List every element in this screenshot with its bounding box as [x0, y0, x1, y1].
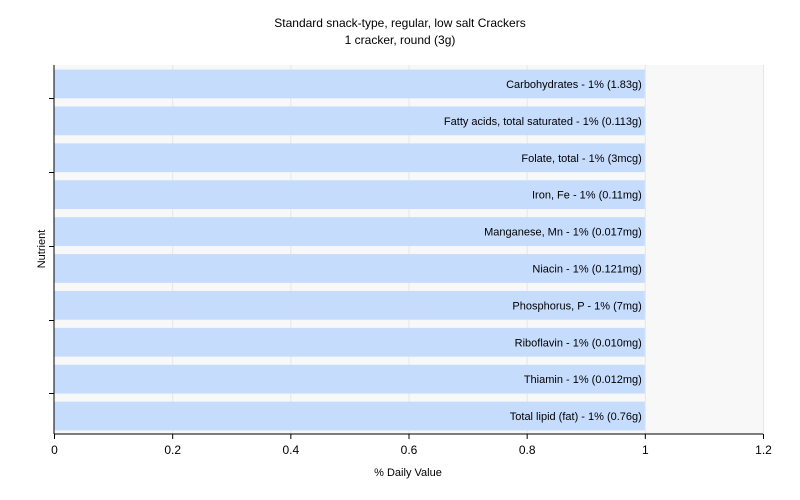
bar	[54, 106, 645, 136]
bar-label: Manganese, Mn - 1% (0.017mg)	[484, 227, 642, 239]
bar	[54, 180, 645, 210]
bars: Carbohydrates - 1% (1.83g) Fatty acids, t…	[54, 69, 645, 431]
bar-label: Fatty acids, total saturated - 1% (0.113…	[444, 116, 642, 128]
bar-label: Riboflavin - 1% (0.010mg)	[515, 337, 642, 349]
y-axis-title: Nutrient	[36, 230, 48, 269]
x-tick-label: 0.4	[282, 443, 299, 457]
bar	[54, 401, 645, 431]
bar-label: Carbohydrates - 1% (1.83g)	[506, 79, 642, 91]
x-tick-label: 0.8	[519, 443, 536, 457]
bar	[54, 69, 645, 99]
bar-label: Niacin - 1% (0.121mg)	[532, 263, 641, 275]
y-ticks	[49, 98, 54, 394]
bar-label: Iron, Fe - 1% (0.11mg)	[532, 190, 642, 202]
bar-label: Phosphorus, P - 1% (7mg)	[512, 300, 641, 312]
bar	[54, 254, 645, 283]
chart-title: Standard snack-type, regular, low salt C…	[274, 16, 525, 30]
bar	[54, 217, 645, 246]
x-tick-label: 0.6	[401, 443, 418, 457]
bar-label: Thiamin - 1% (0.012mg)	[524, 374, 642, 386]
bar	[54, 290, 645, 320]
bar	[54, 143, 645, 173]
x-tick-label: 0.2	[164, 443, 181, 457]
bar	[54, 364, 645, 394]
chart-subtitle: 1 cracker, round (3g)	[345, 33, 456, 47]
x-tick-label: 1	[642, 443, 649, 457]
bar-label: Folate, total - 1% (3mcg)	[521, 153, 641, 165]
bar	[54, 327, 645, 357]
x-tick-label: 0	[51, 443, 58, 457]
x-axis-title: % Daily Value	[374, 467, 442, 479]
x-ticks: 0 0.2 0.4 0.6 0.8 1 1.2	[51, 434, 772, 457]
bar-label: Total lipid (fat) - 1% (0.76g)	[510, 411, 642, 423]
x-tick-label: 1.2	[755, 443, 772, 457]
